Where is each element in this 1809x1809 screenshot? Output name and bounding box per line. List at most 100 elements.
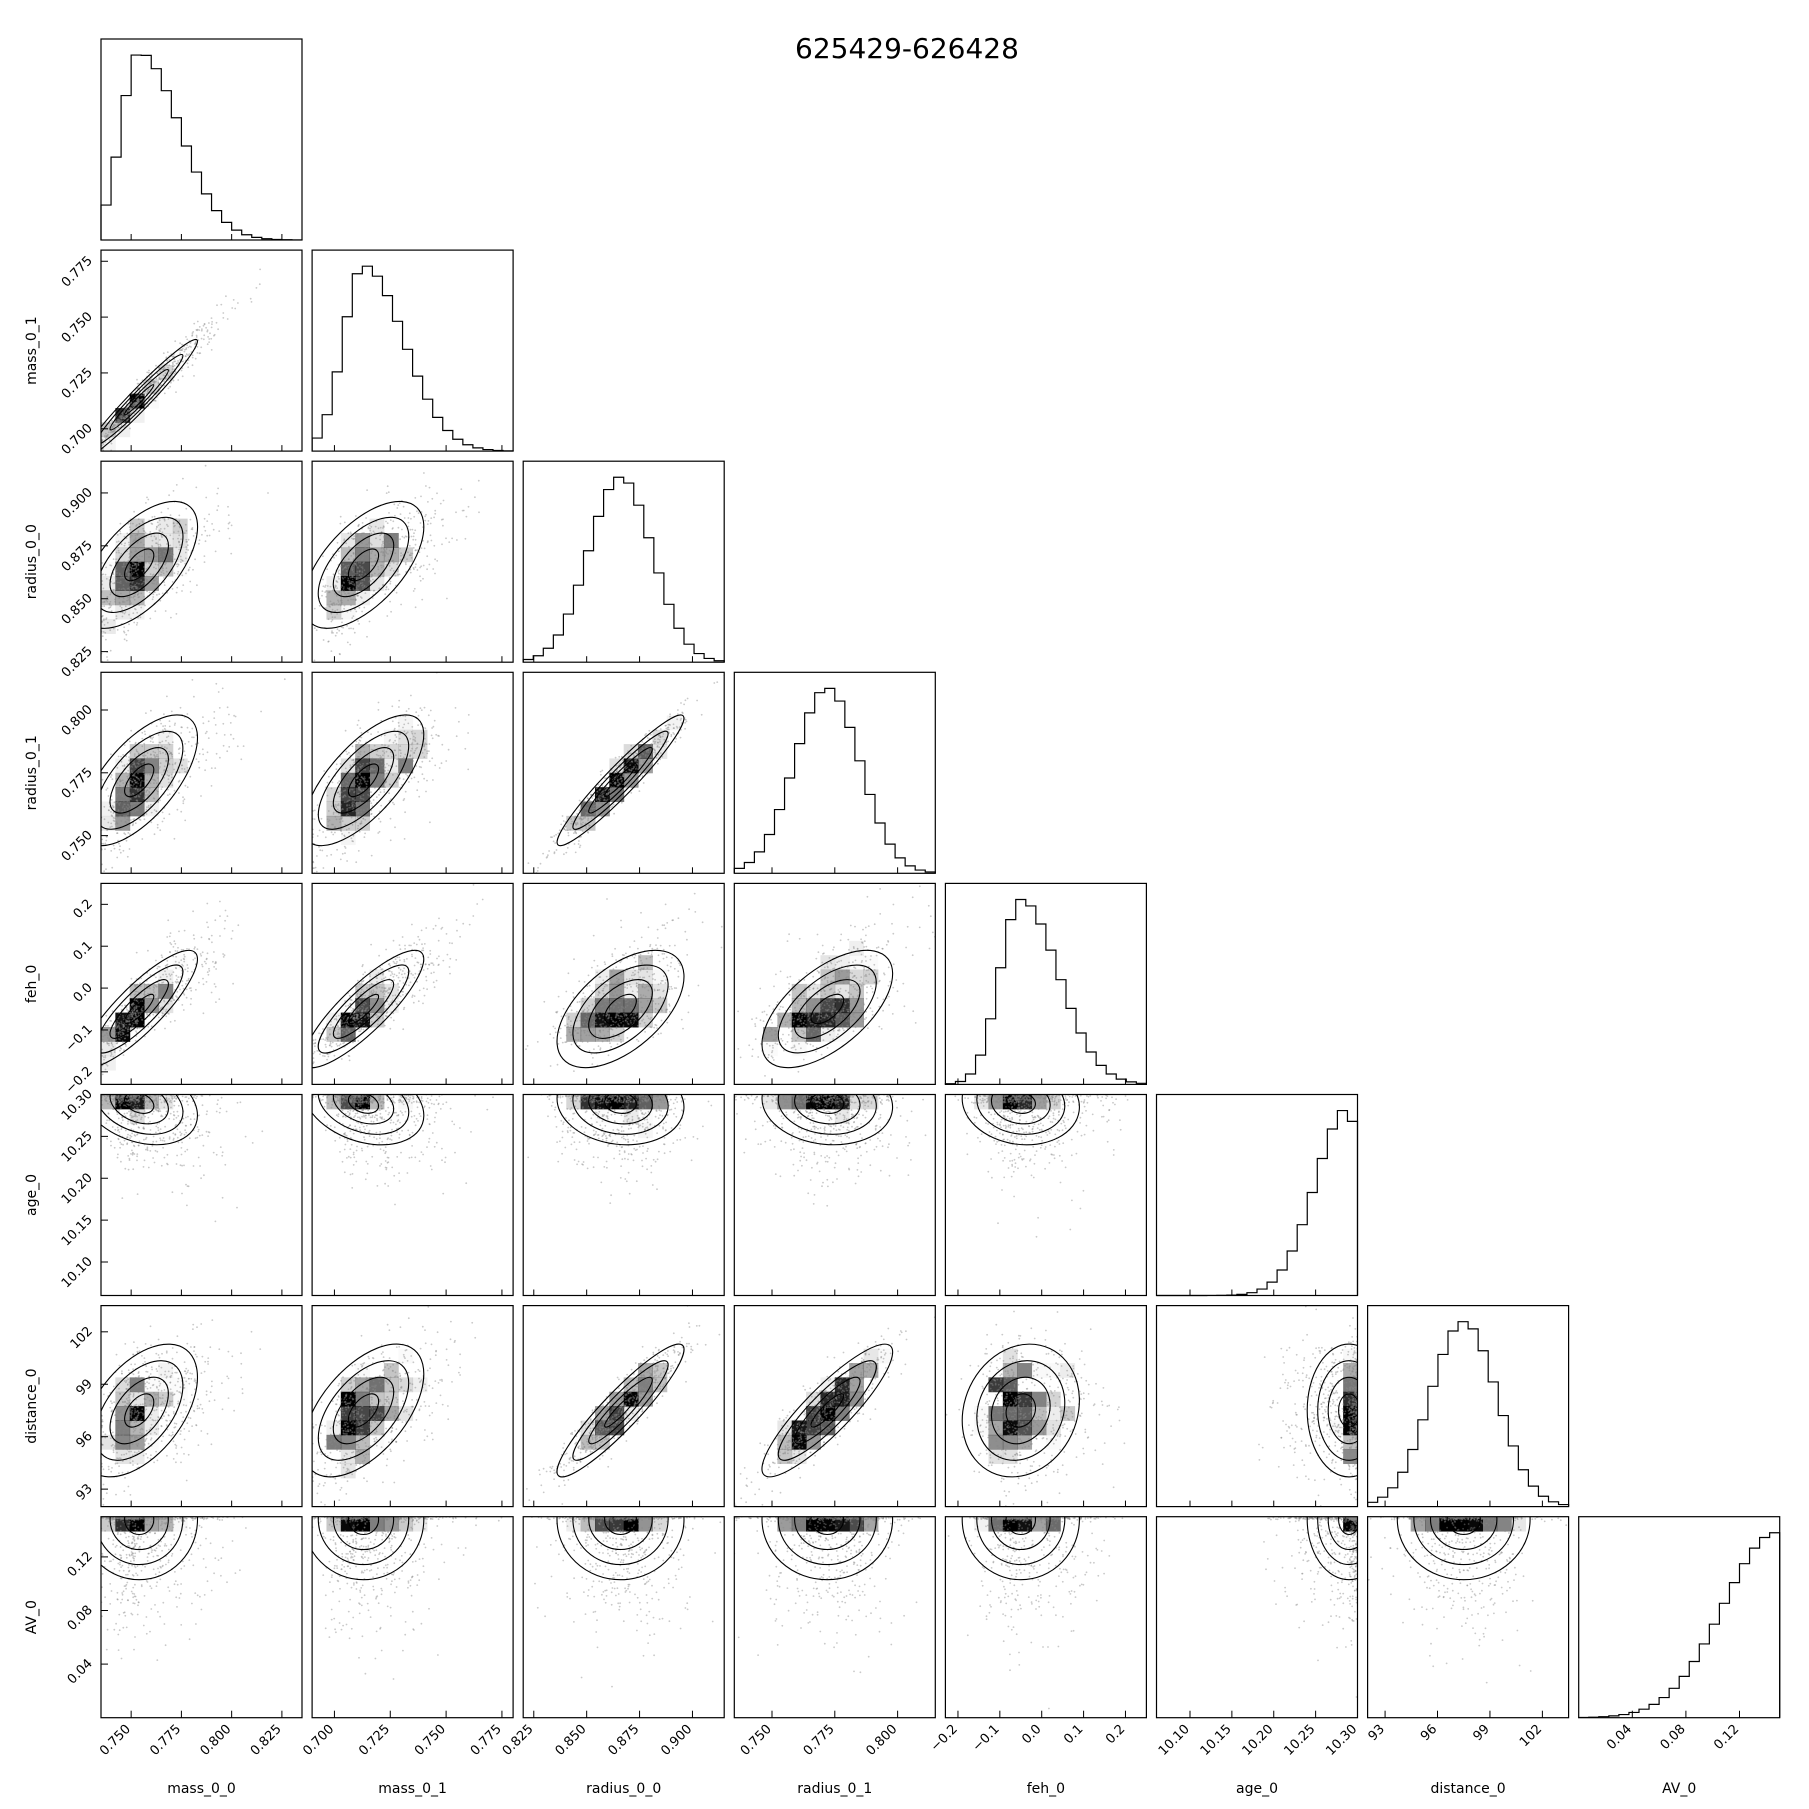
scatter-point [112, 430, 115, 433]
scatter-point [395, 781, 398, 784]
scatter-point [377, 709, 380, 711]
scatter-point [116, 424, 118, 427]
scatter-point [135, 565, 138, 568]
scatter-point [186, 544, 189, 547]
scatter-point [108, 604, 111, 606]
scatter-point [130, 1003, 133, 1006]
scatter-point [344, 852, 346, 855]
scatter-point [153, 381, 156, 384]
scatter-point [382, 767, 385, 769]
scatter-point [343, 539, 346, 542]
scatter-point [713, 682, 716, 684]
scatter-point [387, 559, 390, 561]
scatter-point [122, 1054, 125, 1056]
scatter-point [137, 1011, 140, 1014]
scatter-point [121, 413, 124, 416]
scatter-point [128, 1017, 130, 1020]
scatter-point [351, 583, 354, 586]
contour-line [109, 747, 169, 814]
scatter-point [385, 586, 388, 589]
scatter-point [180, 948, 183, 951]
scatter-point [165, 547, 168, 550]
scatter-point [139, 759, 142, 761]
scatter-point [188, 948, 190, 951]
scatter-point [111, 430, 114, 433]
scatter-point [421, 773, 424, 776]
scatter-point [352, 758, 355, 761]
scatter-point [380, 774, 383, 777]
scatter-point [126, 419, 129, 421]
scatter-point [136, 776, 138, 779]
scatter-point [382, 547, 385, 550]
scatter-point [679, 719, 682, 721]
scatter-point [138, 596, 141, 598]
scatter-point [361, 549, 364, 552]
scatter-point [669, 724, 671, 726]
scatter-point [586, 812, 589, 815]
scatter-point [343, 567, 345, 569]
scatter-point [116, 816, 119, 819]
scatter-point [326, 794, 329, 797]
scatter-point [401, 761, 404, 763]
scatter-point [363, 577, 366, 580]
scatter-point [107, 809, 110, 812]
scatter-point [357, 770, 359, 773]
scatter-point [364, 553, 367, 556]
scatter-point [368, 776, 371, 779]
scatter-point [111, 426, 114, 429]
scatter-point [386, 485, 389, 488]
scatter-point [129, 427, 131, 430]
density-cell [101, 590, 116, 606]
scatter-point [185, 538, 188, 541]
scatter-point [428, 486, 431, 489]
scatter-point [152, 797, 155, 800]
scatter-point [394, 716, 397, 719]
scatter-point [351, 580, 354, 583]
scatter-point [186, 766, 189, 769]
scatter-point [129, 555, 131, 558]
scatter-point [383, 536, 386, 539]
scatter-point [205, 759, 208, 761]
scatter-point [129, 536, 132, 539]
scatter-point [365, 543, 368, 546]
scatter-point [382, 552, 385, 554]
scatter-point [128, 756, 130, 758]
density-cell [340, 532, 356, 548]
scatter-point [170, 710, 173, 713]
scatter-point [140, 583, 143, 586]
scatter-point [426, 555, 429, 558]
scatter-point [134, 548, 137, 550]
scatter-point [410, 743, 413, 746]
scatter-point [396, 533, 399, 536]
scatter-point [172, 538, 175, 540]
scatter-point [363, 584, 366, 587]
scatter-point [218, 998, 221, 1000]
scatter-point [127, 541, 130, 544]
scatter-point [669, 715, 671, 718]
scatter-point [132, 761, 135, 764]
scatter-point [109, 629, 112, 632]
scatter-point [171, 581, 174, 583]
scatter-point [336, 608, 339, 611]
scatter-point [571, 820, 573, 823]
scatter-point [419, 522, 422, 524]
scatter-point [599, 770, 602, 773]
scatter-point [101, 778, 104, 781]
scatter-point [174, 524, 176, 527]
scatter-point [356, 809, 359, 812]
scatter-point [105, 617, 108, 620]
scatter-point [135, 1030, 137, 1033]
scatter-point [336, 628, 339, 631]
scatter-point [658, 734, 660, 736]
scatter-point [210, 934, 213, 937]
scatter-point [141, 569, 144, 572]
scatter-point [357, 786, 360, 789]
scatter-point [149, 773, 152, 776]
scatter-point [204, 529, 207, 532]
scatter-point [639, 760, 641, 763]
scatter-point [193, 947, 196, 950]
scatter-point [373, 761, 376, 763]
scatter-point [370, 813, 373, 816]
scatter-point [165, 562, 168, 564]
scatter-point [108, 439, 111, 442]
